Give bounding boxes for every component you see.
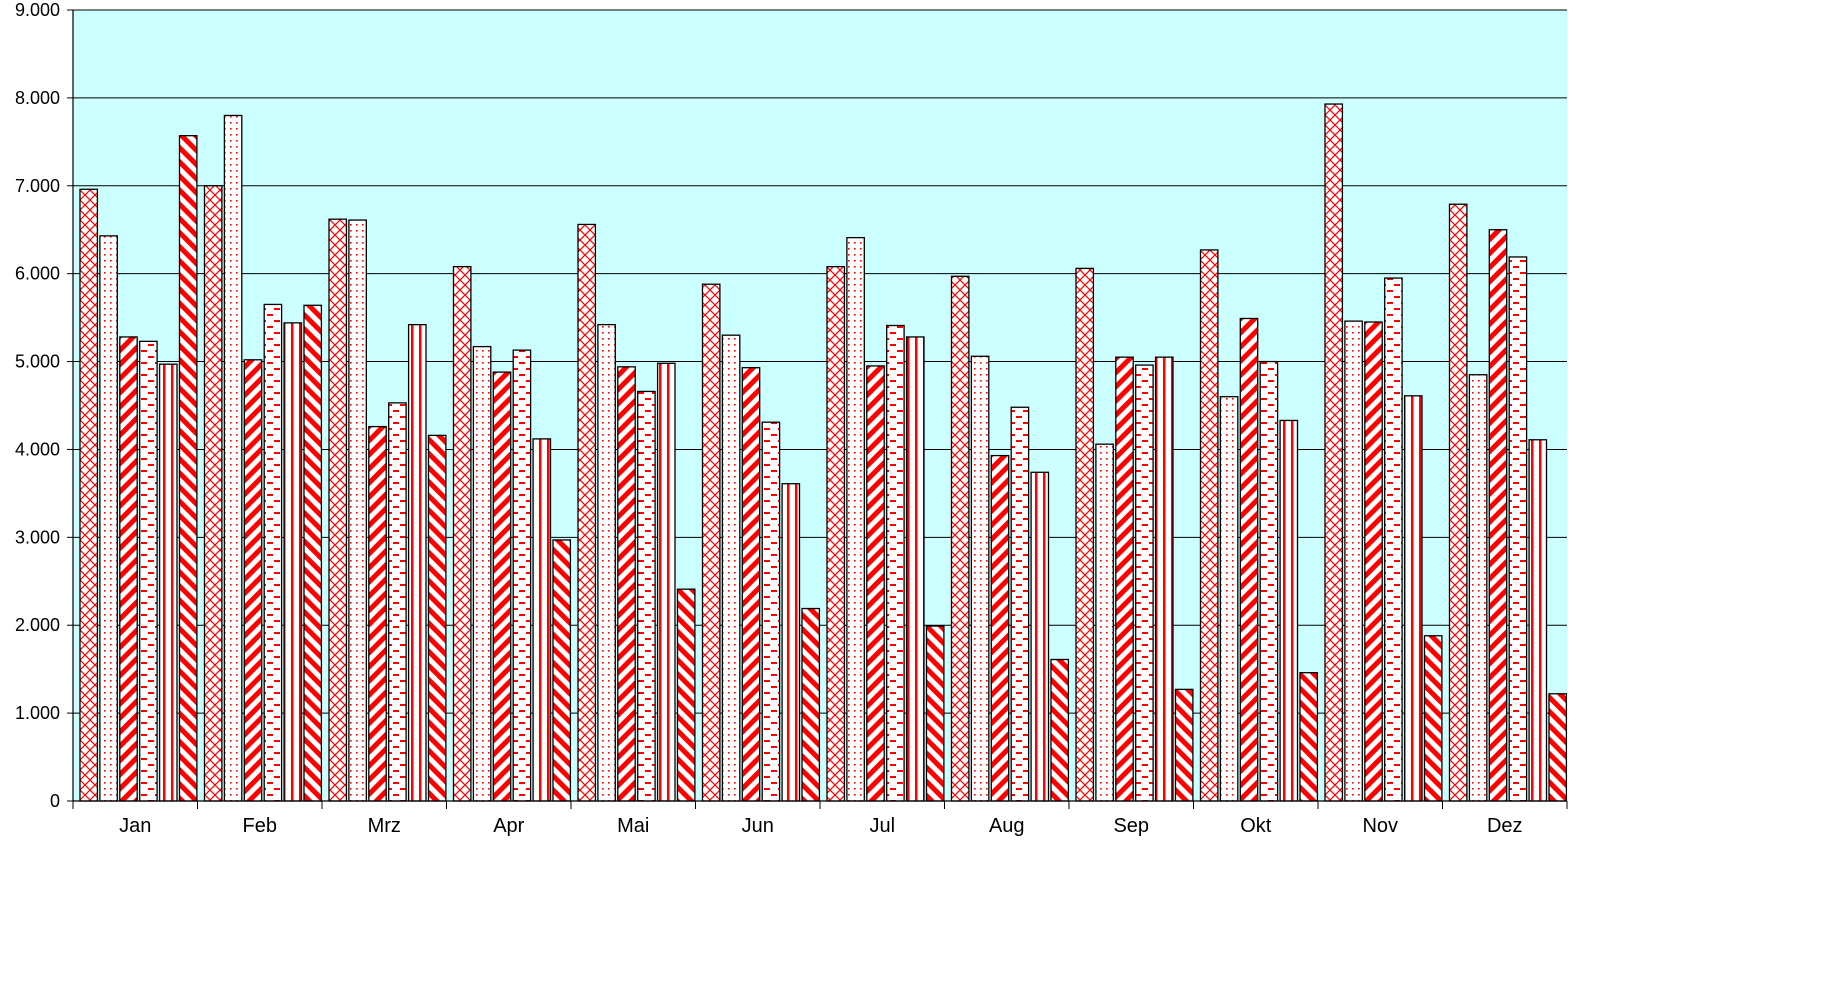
x-tick-label: Mrz [368,815,401,837]
bar-jun-series-6 [801,607,821,802]
bar-feb-series-3 [243,359,263,802]
y-tick-label: 7.000 [15,176,60,196]
bar-mai-series-3 [617,366,636,802]
axes: 0 1.000 2.000 3.000 4.000 5.000 6.000 7.000 8.00… [15,0,1568,837]
y-tick-label: 8.000 [15,88,60,108]
bar-jul-series-5 [905,336,925,802]
bar-jan-series-2 [99,235,118,802]
bar-mai-series-5 [656,362,676,802]
bar-nov-series-2 [1344,320,1363,802]
bar-okt-series-2 [1219,396,1239,802]
bar-jun-series-4 [761,421,781,802]
bar-apr-series-5 [532,438,552,802]
bar-aug-series-4 [1010,406,1030,802]
y-tick-label: 6.000 [15,264,60,284]
bar-jun-series-2 [721,334,741,802]
bar-mrz-series-6 [427,434,447,802]
bar-aug-series-5 [1030,471,1050,802]
bar-mrz-series-4 [388,402,407,802]
bar-apr-series-4 [512,349,532,802]
bar-jul-series-2 [846,236,865,802]
x-tick-label: Mai [617,815,649,837]
x-tick-label: Nov [1362,815,1398,837]
bar-jul-series-1 [826,265,846,802]
bar-feb-series-1 [203,185,223,802]
bar-okt-series-3 [1239,317,1259,802]
y-tick-label: 2.000 [15,615,60,635]
bar-jan-series-5 [158,363,178,802]
bar-aug-series-6 [1050,658,1070,802]
bar-nov-series-4 [1384,277,1403,802]
bar-apr-series-3 [492,371,512,802]
bar-mrz-series-1 [328,218,348,802]
bar-nov-series-3 [1364,321,1383,802]
bar-dez-series-1 [1448,203,1468,802]
bar-apr-series-6 [552,539,572,802]
bar-mrz-series-5 [407,323,427,802]
bar-jan-series-1 [79,188,99,802]
bar-okt-series-4 [1259,360,1279,802]
bar-feb-series-2 [223,114,243,802]
bar-dez-series-2 [1468,374,1488,802]
bar-mai-series-4 [637,390,656,802]
bar-sep-series-6 [1174,688,1194,802]
bar-feb-series-6 [303,304,323,802]
y-tick-label: 4.000 [15,439,60,459]
x-tick-label: Jun [742,815,774,837]
bar-apr-series-2 [472,345,492,802]
bar-feb-series-4 [263,303,283,802]
x-tick-label: Aug [989,815,1025,837]
bar-jul-series-3 [866,365,885,802]
bar-aug-series-3 [990,454,1010,802]
bar-sep-series-1 [1075,267,1095,802]
y-tick-label: 1.000 [15,703,60,723]
bar-sep-series-2 [1095,443,1114,802]
y-tick-label: 0 [50,791,60,811]
bar-aug-series-2 [970,355,990,802]
bar-dez-series-4 [1508,256,1528,802]
bar-okt-series-1 [1199,249,1219,802]
bar-jan-series-3 [119,336,138,802]
x-tick-label: Jul [869,815,895,837]
x-tick-label: Dez [1487,815,1523,837]
bar-okt-series-5 [1279,419,1299,802]
bar-dez-series-5 [1528,439,1548,802]
bar-dez-series-3 [1488,229,1508,802]
bar-mai-series-2 [597,323,616,802]
x-tick-label: Feb [243,815,277,837]
bar-sep-series-4 [1135,364,1154,802]
bar-sep-series-3 [1115,356,1134,802]
bar-apr-series-1 [452,265,472,802]
x-tick-label: Jan [119,815,151,837]
bar-dez-series-6 [1548,693,1568,802]
bar-jul-series-4 [886,324,905,802]
bar-mai-series-6 [676,588,696,802]
bar-jun-series-5 [781,483,801,802]
bar-mrz-series-2 [348,219,367,802]
bar-jun-series-3 [741,367,761,802]
bar-nov-series-1 [1324,103,1344,802]
bar-feb-series-5 [283,322,303,802]
bar-jul-series-6 [925,625,945,802]
bar-jan-series-4 [139,340,158,802]
bar-okt-series-6 [1299,672,1319,802]
x-tick-label: Okt [1240,815,1272,837]
bar-jun-series-1 [701,283,721,802]
bar-sep-series-5 [1154,356,1174,802]
x-tick-label: Sep [1113,815,1149,837]
y-tick-label: 9.000 [15,0,60,20]
y-tick-label: 3.000 [15,527,60,547]
bar-aug-series-1 [950,275,970,802]
bar-mrz-series-3 [368,425,387,802]
bar-nov-series-5 [1403,395,1423,802]
bar-jan-series-6 [178,135,198,802]
bar-nov-series-6 [1423,635,1443,802]
x-tick-label: Apr [493,815,524,837]
y-tick-label: 5.000 [15,352,60,372]
bar-mai-series-1 [577,223,597,802]
